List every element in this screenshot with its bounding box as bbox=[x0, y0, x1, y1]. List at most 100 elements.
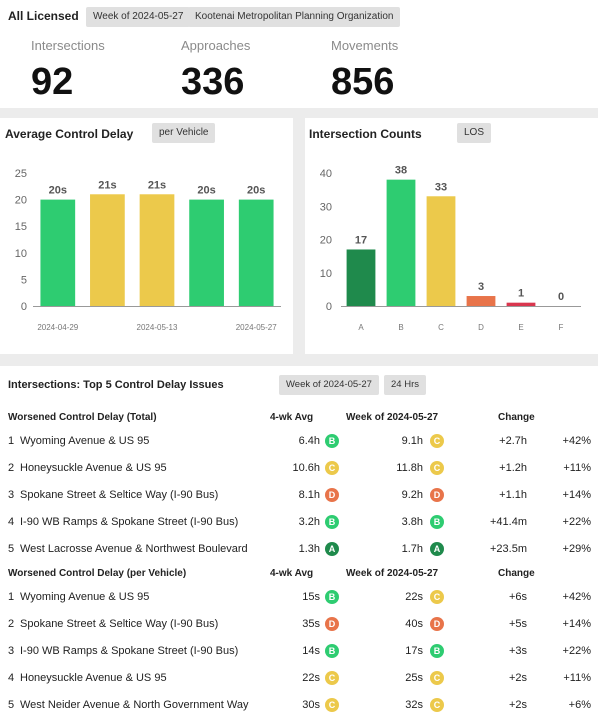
row-rank: 5 bbox=[8, 699, 15, 711]
counts-x-tick: F bbox=[559, 323, 564, 332]
counts-bar[interactable] bbox=[426, 196, 456, 306]
delay-bar-chart: 0 5 10 15 20 25 20s 2024-04-29 21s 21s 2024-05-13 2… bbox=[15, 168, 281, 332]
delay-change-pct: +14% bbox=[562, 489, 591, 501]
table-row[interactable]: 3 I-90 WB Ramps & Spokane Street (I-90 Bu… bbox=[0, 638, 598, 665]
counts-bar[interactable] bbox=[386, 179, 416, 306]
intersection-name[interactable]: I-90 WB Ramps & Spokane Street (I-90 Bus… bbox=[20, 516, 239, 528]
counts-bar[interactable] bbox=[506, 302, 536, 306]
week-delay: 1.7h bbox=[401, 543, 423, 555]
table-row[interactable]: 5 West Neider Avenue & North Government W… bbox=[0, 692, 598, 719]
intersection-name[interactable]: Spokane Street & Seltice Way (I-90 Bus) bbox=[20, 618, 219, 630]
delay-bar[interactable] bbox=[139, 194, 175, 306]
movements-value: 856 bbox=[331, 61, 395, 103]
delay-change-pct: +22% bbox=[562, 645, 591, 657]
counts-bar[interactable] bbox=[466, 296, 496, 306]
intersection-name[interactable]: West Neider Avenue & North Government Wa… bbox=[20, 699, 249, 711]
counts-data-label: 1 bbox=[518, 288, 524, 300]
issues-title: Intersections: Top 5 Control Delay Issue… bbox=[8, 379, 224, 391]
counts-x-tick: E bbox=[518, 323, 523, 332]
intersection-name[interactable]: Honeysuckle Avenue & US 95 bbox=[20, 462, 167, 474]
delay-y-tick: 25 bbox=[15, 168, 27, 180]
avg-los-badge: C bbox=[325, 698, 339, 712]
delay-change: +5s bbox=[508, 618, 527, 630]
week-los-badge: C bbox=[430, 590, 444, 604]
avg-los-badge: B bbox=[325, 515, 339, 529]
row-rank: 1 bbox=[8, 591, 15, 603]
table-row[interactable]: 1 Wyoming Avenue & US 95 15s B 22s C +6s +42% bbox=[0, 584, 598, 611]
table-row[interactable]: 4 Honeysuckle Avenue & US 95 22s C 25s C +2s +1… bbox=[0, 665, 598, 692]
table-row[interactable]: 2 Honeysuckle Avenue & US 95 10.6h C 11.8h C +… bbox=[0, 455, 598, 482]
intersection-name[interactable]: Honeysuckle Avenue & US 95 bbox=[20, 672, 167, 684]
week-delay: 32s bbox=[405, 699, 423, 711]
intersection-name[interactable]: Spokane Street & Seltice Way (I-90 Bus) bbox=[20, 489, 219, 501]
per-vehicle-chip[interactable]: per Vehicle bbox=[152, 123, 216, 143]
delay-change-pct: +22% bbox=[562, 516, 591, 528]
avg-los-badge: B bbox=[325, 644, 339, 658]
counts-x-tick: B bbox=[398, 323, 403, 332]
delay-change: +1.1h bbox=[499, 489, 527, 501]
delay-y-tick: 0 bbox=[21, 301, 27, 313]
delay-data-label: 20s bbox=[49, 185, 67, 197]
delay-bar[interactable] bbox=[238, 199, 274, 306]
week-los-badge: C bbox=[430, 671, 444, 685]
table-row[interactable]: 5 West Lacrosse Avenue & Northwest Boulev… bbox=[0, 536, 598, 563]
week-los-badge: D bbox=[430, 617, 444, 631]
counts-y-tick: 20 bbox=[320, 235, 332, 247]
counts-y-tick: 10 bbox=[320, 268, 332, 280]
week-los-badge: B bbox=[430, 515, 444, 529]
week-los-badge: D bbox=[430, 488, 444, 502]
avg-delay: 35s bbox=[302, 618, 320, 630]
delay-data-label: 20s bbox=[197, 185, 215, 197]
avg-los-badge: D bbox=[325, 617, 339, 631]
avg-los-badge: C bbox=[325, 461, 339, 475]
section-header-name: Worsened Control Delay (per Vehicle) bbox=[8, 568, 187, 579]
issues-week-chip[interactable]: Week of 2024-05-27 bbox=[279, 375, 379, 395]
intersection-name[interactable]: Wyoming Avenue & US 95 bbox=[20, 435, 150, 447]
week-los-badge: C bbox=[430, 461, 444, 475]
week-delay: 40s bbox=[405, 618, 423, 630]
intersection-name[interactable]: I-90 WB Ramps & Spokane Street (I-90 Bus… bbox=[20, 645, 239, 657]
week-delay: 9.1h bbox=[401, 435, 423, 447]
counts-data-label: 0 bbox=[558, 291, 564, 303]
delay-x-tick: 2024-04-29 bbox=[37, 323, 78, 332]
delay-bar[interactable] bbox=[189, 199, 224, 306]
los-chip[interactable]: LOS bbox=[457, 123, 492, 143]
counts-data-label: 33 bbox=[435, 181, 447, 193]
delay-bar[interactable] bbox=[40, 199, 76, 306]
week-filter-chip[interactable]: Week of 2024-05-27 bbox=[86, 7, 191, 27]
delay-bar[interactable] bbox=[90, 194, 125, 306]
row-rank: 2 bbox=[8, 462, 15, 474]
intersection-name[interactable]: West Lacrosse Avenue & Northwest Bouleva… bbox=[20, 543, 248, 555]
delay-chart-title: Average Control Delay bbox=[5, 127, 134, 141]
delay-change-pct: +11% bbox=[563, 672, 591, 684]
counts-data-label: 17 bbox=[355, 234, 367, 246]
delay-change-pct: +6% bbox=[568, 699, 591, 711]
week-delay: 17s bbox=[405, 645, 423, 657]
table-row[interactable]: 4 I-90 WB Ramps & Spokane Street (I-90 Bu… bbox=[0, 509, 598, 536]
table-row[interactable]: 3 Spokane Street & Seltice Way (I-90 Bus)… bbox=[0, 482, 598, 509]
section-header-name: Worsened Control Delay (Total) bbox=[8, 412, 157, 423]
week-los-badge: B bbox=[430, 644, 444, 658]
intersections-value: 92 bbox=[31, 61, 74, 103]
delay-y-tick: 10 bbox=[15, 248, 27, 260]
delay-y-tick: 20 bbox=[15, 195, 27, 207]
delay-data-label: 21s bbox=[148, 179, 166, 191]
counts-x-tick: A bbox=[358, 323, 364, 332]
intersection-name[interactable]: Wyoming Avenue & US 95 bbox=[20, 591, 150, 603]
table-row[interactable]: 1 Wyoming Avenue & US 95 6.4h B 9.1h C +2.7h +4… bbox=[0, 428, 598, 455]
section-header-week: Week of 2024-05-27 bbox=[346, 568, 439, 579]
avg-delay: 10.6h bbox=[292, 462, 320, 474]
counts-chart-title: Intersection Counts bbox=[309, 127, 422, 141]
organization-filter-chip[interactable]: Kootenai Metropolitan Planning Organizat… bbox=[188, 7, 401, 27]
counts-bar[interactable] bbox=[346, 249, 376, 306]
avg-delay: 22s bbox=[302, 672, 320, 684]
avg-los-badge: B bbox=[325, 590, 339, 604]
issues-hours-chip[interactable]: 24 Hrs bbox=[384, 375, 426, 395]
delay-change: +23.5m bbox=[490, 543, 527, 555]
delay-change: +1.2h bbox=[499, 462, 527, 474]
table-row[interactable]: 2 Spokane Street & Seltice Way (I-90 Bus)… bbox=[0, 611, 598, 638]
intersections-label: Intersections bbox=[31, 38, 105, 53]
avg-los-badge: D bbox=[325, 488, 339, 502]
delay-change-pct: +11% bbox=[563, 462, 591, 474]
delay-change: +3s bbox=[508, 645, 527, 657]
